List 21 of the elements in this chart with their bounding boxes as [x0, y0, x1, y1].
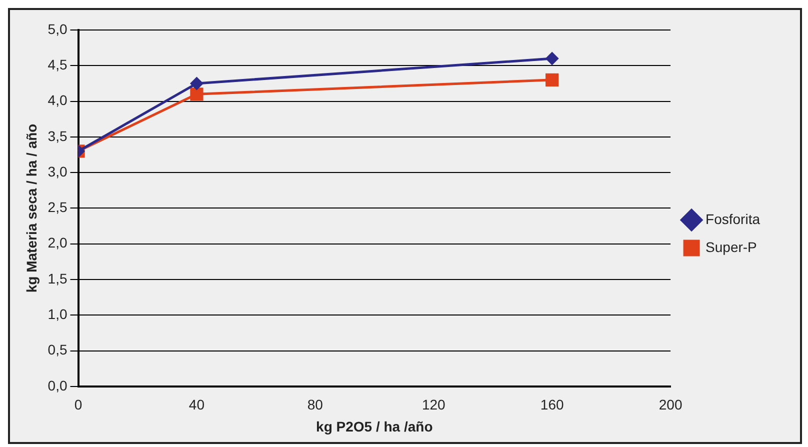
y-tick-label: 4,5	[48, 56, 68, 72]
y-tick-label: 2,5	[48, 199, 68, 216]
y-axis-title: kg Materia seca / ha / año	[23, 124, 40, 293]
y-tick-label: 3,0	[48, 163, 68, 180]
y-tick-label: 1,5	[48, 270, 68, 286]
x-axis-title: kg P2O5 / ha /año	[316, 418, 433, 434]
x-tick-label: 120	[422, 396, 446, 413]
x-tick-label: 200	[658, 396, 682, 413]
y-tick-label: 5,0	[48, 20, 68, 37]
y-tick-label: 4,0	[48, 92, 68, 108]
legend-label: Super-P	[706, 238, 757, 255]
y-tick-label: 0,5	[48, 342, 68, 358]
y-tick-label: 3,5	[48, 128, 68, 144]
y-tick-label: 2,0	[48, 234, 68, 251]
y-tick-label: 0,0	[48, 377, 68, 394]
y-tick-label: 1,0	[48, 306, 68, 322]
x-tick-label: 160	[540, 396, 564, 413]
legend-label: Fosforita	[706, 210, 760, 227]
x-tick-label: 0	[74, 396, 82, 413]
x-tick-label: 40	[188, 396, 205, 413]
x-tick-label: 80	[307, 396, 324, 413]
